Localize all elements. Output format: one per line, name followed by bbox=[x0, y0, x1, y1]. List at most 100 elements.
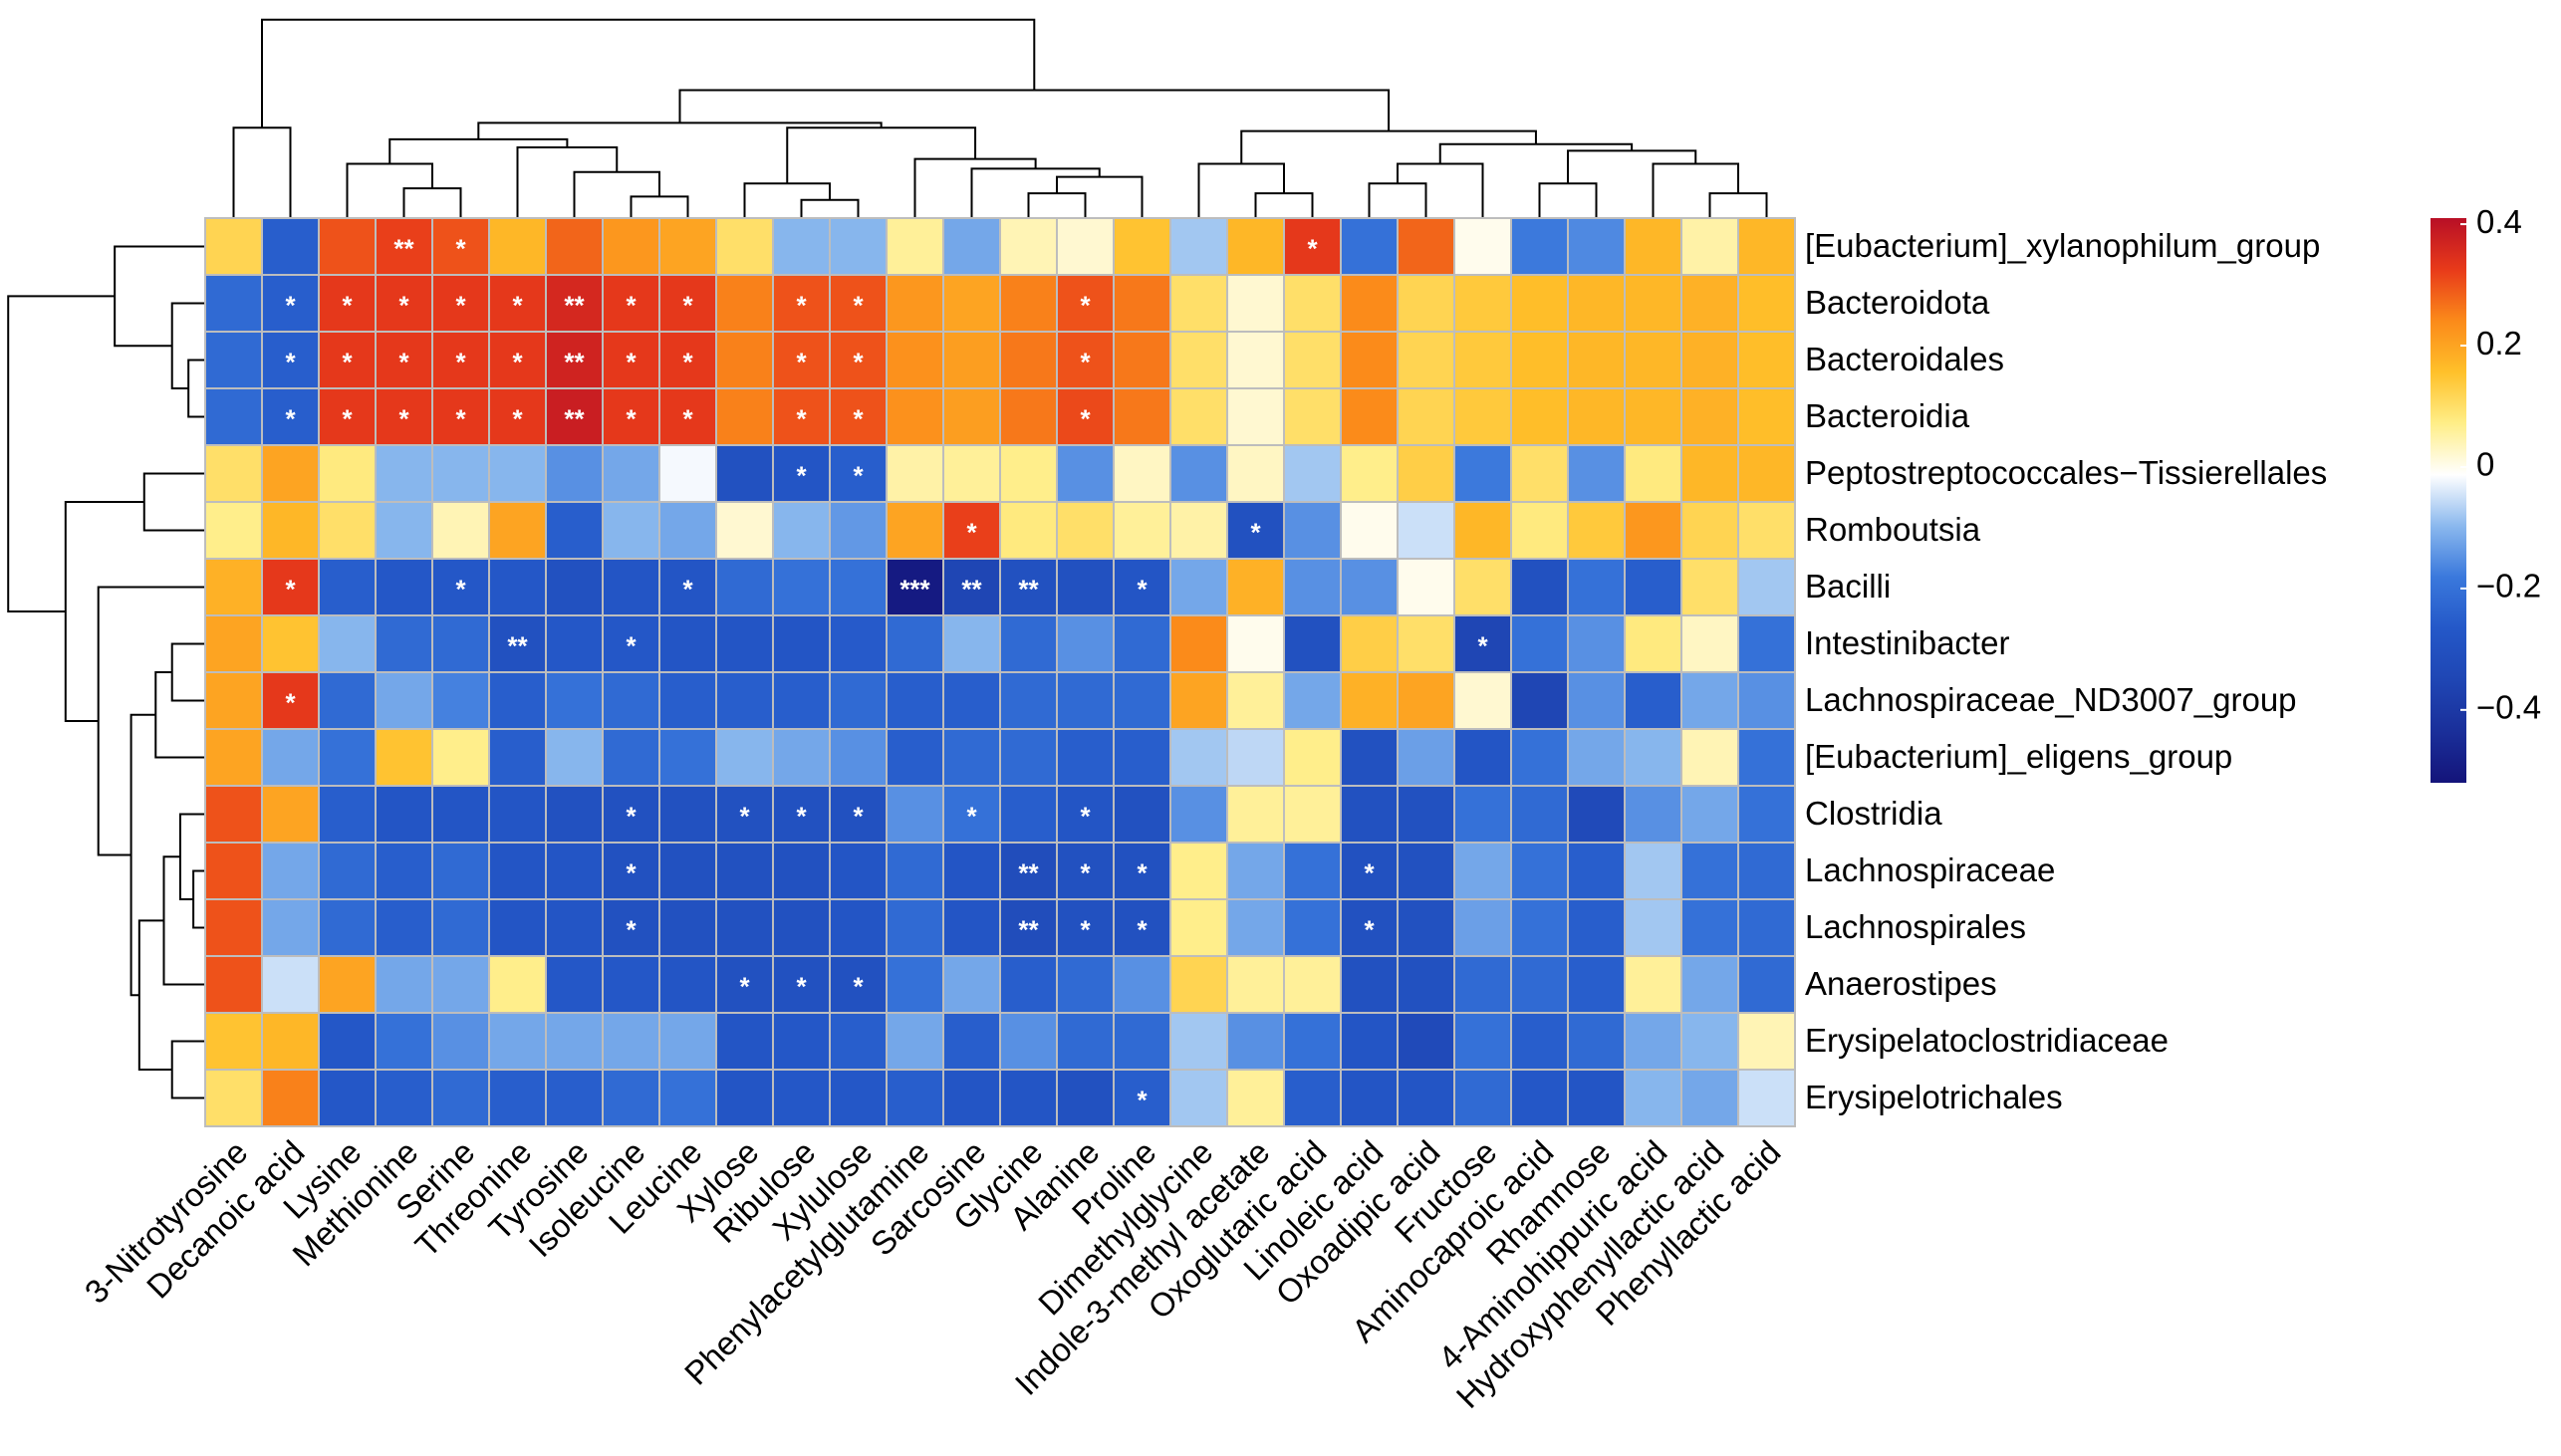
heatmap-cell bbox=[1340, 614, 1399, 673]
heatmap-cell bbox=[1737, 1069, 1796, 1127]
heatmap-cell bbox=[999, 955, 1058, 1014]
significance-star: ** bbox=[564, 290, 585, 320]
heatmap-cell bbox=[602, 558, 660, 616]
heatmap-cell bbox=[602, 444, 660, 503]
heatmap-cell bbox=[1340, 842, 1399, 900]
heatmap-cell bbox=[545, 955, 604, 1014]
heatmap-cell bbox=[999, 614, 1058, 673]
heatmap-cell bbox=[1624, 728, 1682, 787]
heatmap-cell bbox=[1056, 444, 1115, 503]
heatmap-cell bbox=[886, 274, 944, 333]
row-dendrogram bbox=[7, 245, 205, 1099]
heatmap-cell bbox=[942, 728, 1001, 787]
heatmap-cell bbox=[1737, 331, 1796, 389]
heatmap-cell bbox=[1169, 1069, 1228, 1127]
significance-star: ** bbox=[1018, 914, 1039, 944]
significance-star: * bbox=[796, 347, 807, 376]
heatmap-cell bbox=[1169, 671, 1228, 730]
heatmap-cell bbox=[1510, 614, 1569, 673]
heatmap-cell bbox=[1567, 671, 1626, 730]
heatmap-cell bbox=[1567, 955, 1626, 1014]
heatmap-cell bbox=[772, 614, 831, 673]
heatmap-cell bbox=[1226, 387, 1285, 446]
heatmap-cell bbox=[261, 728, 320, 787]
heatmap-cell bbox=[1567, 1069, 1626, 1127]
significance-star: * bbox=[398, 347, 409, 376]
heatmap-cell bbox=[431, 728, 490, 787]
heatmap-cell bbox=[942, 842, 1001, 900]
heatmap-cell bbox=[715, 274, 774, 333]
heatmap-cell bbox=[1169, 274, 1228, 333]
heatmap-cell bbox=[942, 444, 1001, 503]
significance-star: * bbox=[626, 630, 637, 660]
heatmap-cell bbox=[204, 1012, 263, 1071]
colorbar-tick-label: 0 bbox=[2476, 446, 2494, 483]
heatmap-cell bbox=[1510, 842, 1569, 900]
heatmap-cell bbox=[1056, 558, 1115, 616]
heatmap-cell bbox=[942, 671, 1001, 730]
heatmap-cell bbox=[545, 728, 604, 787]
heatmap-cell bbox=[375, 842, 433, 900]
heatmap-cell bbox=[886, 614, 944, 673]
row-label: Lachnospirales bbox=[1805, 908, 2026, 945]
heatmap-cell bbox=[658, 1012, 717, 1071]
row-label: Bacteroidia bbox=[1805, 397, 1970, 434]
heatmap-cell bbox=[1226, 842, 1285, 900]
heatmap-cell bbox=[1453, 1069, 1512, 1127]
heatmap-cell bbox=[204, 898, 263, 957]
heatmap-cell bbox=[375, 387, 433, 446]
heatmap-cell bbox=[204, 217, 263, 276]
heatmap-cell bbox=[1340, 1069, 1399, 1127]
heatmap-cell bbox=[886, 728, 944, 787]
dendrogram-branch bbox=[137, 919, 172, 1071]
heatmap-cell bbox=[1397, 387, 1455, 446]
heatmap-cell bbox=[488, 1069, 547, 1127]
heatmap-cell bbox=[829, 217, 888, 276]
significance-star: * bbox=[1250, 517, 1261, 547]
heatmap-cell bbox=[261, 955, 320, 1014]
heatmap-cell bbox=[1510, 671, 1569, 730]
heatmap-cell bbox=[1567, 1012, 1626, 1071]
significance-star: ** bbox=[564, 347, 585, 376]
heatmap-cell bbox=[999, 274, 1058, 333]
heatmap-cell bbox=[1680, 274, 1739, 333]
heatmap-cell bbox=[1169, 898, 1228, 957]
dendrogram-branch bbox=[786, 126, 977, 184]
significance-star: * bbox=[285, 574, 296, 604]
row-label: [Eubacterium]_xylanophilum_group bbox=[1805, 227, 2320, 264]
heatmap-cell bbox=[204, 444, 263, 503]
heatmap-cell bbox=[715, 217, 774, 276]
heatmap-cell bbox=[715, 1012, 774, 1071]
heatmap-cell bbox=[1624, 501, 1682, 560]
heatmap-cell bbox=[1680, 955, 1739, 1014]
heatmap-cell bbox=[715, 331, 774, 389]
heatmap-cell bbox=[715, 842, 774, 900]
heatmap-cell bbox=[602, 842, 660, 900]
heatmap-cell bbox=[1510, 501, 1569, 560]
heatmap-cell bbox=[1567, 387, 1626, 446]
heatmap-cell bbox=[1283, 671, 1342, 730]
heatmap-cell bbox=[431, 274, 490, 333]
heatmap-cell bbox=[1056, 728, 1115, 787]
heatmap-cell bbox=[1680, 331, 1739, 389]
heatmap-cell bbox=[1510, 955, 1569, 1014]
heatmap-cell bbox=[1567, 444, 1626, 503]
significance-star: * bbox=[455, 233, 466, 263]
heatmap-cell bbox=[1624, 785, 1682, 844]
heatmap-cell bbox=[204, 671, 263, 730]
heatmap-cell bbox=[1340, 501, 1399, 560]
heatmap-cell bbox=[942, 387, 1001, 446]
heatmap-cell bbox=[318, 501, 377, 560]
row-label: Erysipelatoclostridiaceae bbox=[1805, 1022, 2169, 1059]
heatmap-cell bbox=[715, 671, 774, 730]
heatmap-cell bbox=[715, 1069, 774, 1127]
significance-star: * bbox=[455, 574, 466, 604]
heatmap-cell bbox=[318, 1012, 377, 1071]
heatmap-cell bbox=[545, 217, 604, 276]
heatmap-cell bbox=[886, 842, 944, 900]
heatmap-cell bbox=[1680, 785, 1739, 844]
heatmap-cell bbox=[658, 217, 717, 276]
heatmap-cell bbox=[261, 444, 320, 503]
heatmap-cell bbox=[1283, 614, 1342, 673]
heatmap-cell bbox=[1340, 671, 1399, 730]
